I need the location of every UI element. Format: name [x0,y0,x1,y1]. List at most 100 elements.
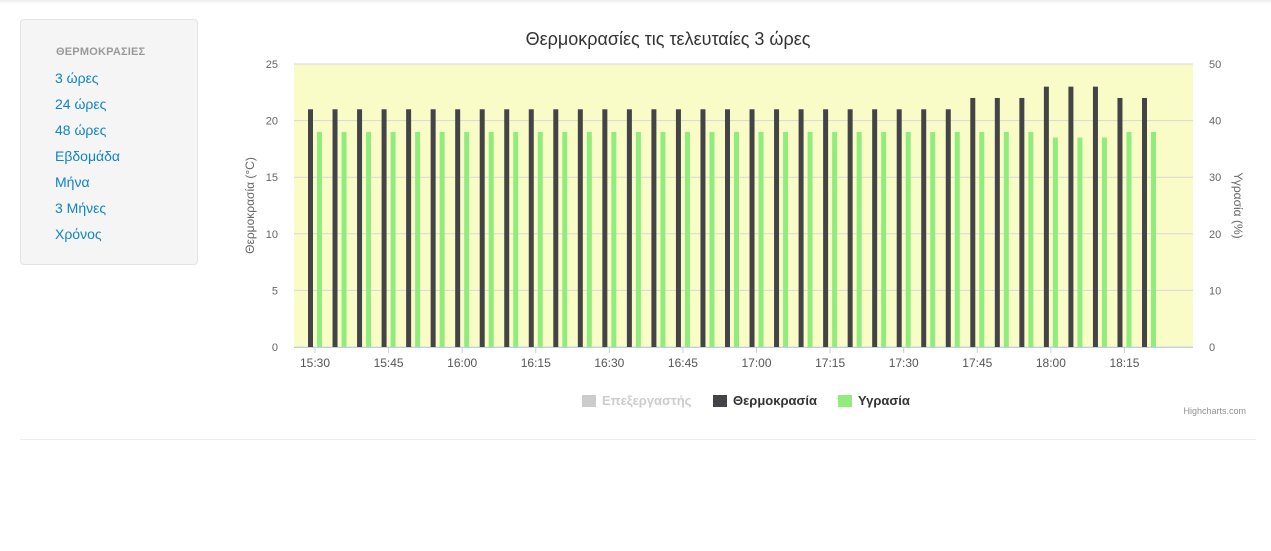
humidity-bar [390,131,396,347]
humidity-bar [415,131,421,347]
temperature-bar [577,109,583,347]
x-tick-label: 17:45 [962,356,992,370]
temperature-bar [749,109,755,347]
nav-list: 3 ώρες 24 ώρες 48 ώρες Εβδομάδα Μήνα 3 Μήνες Χ… [55,70,120,252]
humidity-bar [832,131,838,347]
temperature-bar [921,109,927,347]
nav-24-hours[interactable]: 24 ώρες [55,96,107,112]
y-left-axis-title: Θερμοκρασία (°C) [243,157,257,254]
humidity-bar [488,131,494,347]
y-right-axis-title: Υγρασία (%) [1231,172,1245,238]
nav-year[interactable]: Χρόνος [55,226,102,242]
humidity-bar [1101,137,1107,347]
temperature-bar [774,109,780,347]
temperature-bar [945,109,951,347]
legend-swatch [582,395,596,407]
x-tick-label: 18:15 [1109,356,1139,370]
x-tick-label: 16:15 [521,356,551,370]
temperature-bar [1043,86,1049,347]
legend-item: Επεξεργαστής [602,393,692,408]
humidity-bar [930,131,936,347]
humidity-bar [1126,131,1132,347]
temperature-bar [872,109,878,347]
temperature-bar [602,109,608,347]
humidity-bar [783,131,789,347]
temperature-bar [798,109,804,347]
y-left-tick-label: 0 [272,342,278,354]
humidity-bar [586,131,592,347]
temperature-bar [896,109,902,347]
temperature-bar [430,109,436,347]
temperature-bar [626,109,632,347]
nav-item: Εβδομάδα [55,148,120,174]
x-tick-label: 17:15 [815,356,845,370]
legend-item: Θερμοκρασία [733,393,817,408]
y-right-tick-label: 40 [1209,116,1221,128]
temperature-bar [724,109,730,347]
humidity-bar [1077,137,1083,347]
x-tick-label: 16:00 [447,356,477,370]
x-tick-label: 17:30 [889,356,919,370]
x-tick-label: 15:30 [300,356,330,370]
credits-link: Highcharts.com [1183,406,1246,416]
temperature-bar [479,109,485,347]
x-tick-label: 16:45 [668,356,698,370]
humidity-bar [635,131,641,347]
y-left-tick-label: 25 [266,59,278,71]
y-left-tick-label: 20 [266,116,278,128]
humidity-bar [733,131,739,347]
humidity-bar [317,131,322,347]
legend-swatch [713,395,727,407]
nav-item: 24 ώρες [55,96,120,122]
humidity-bar [366,131,372,347]
temperature-bar [455,109,461,347]
humidity-bar [1028,131,1034,347]
temperature-bar [504,109,510,347]
temperature-bar [651,109,657,347]
humidity-bar [979,131,985,347]
temperature-bar [553,109,559,347]
y-right-tick-label: 0 [1209,342,1215,354]
legend-swatch [838,395,852,407]
temperature-bar [700,109,706,347]
y-right-tick-label: 20 [1209,229,1221,241]
nav-48-hours[interactable]: 48 ώρες [55,122,107,138]
y-right-tick-label: 50 [1209,59,1221,71]
humidity-bar [1003,131,1009,347]
nav-month[interactable]: Μήνα [55,174,90,190]
humidity-bar [905,131,911,347]
temperature-bar [823,109,829,347]
nav-3-months[interactable]: 3 Μήνες [55,200,107,216]
plot-band [294,64,1193,347]
temperature-bar [1068,86,1074,347]
humidity-bar [1150,131,1156,347]
nav-item: 3 ώρες [55,70,120,96]
nav-week[interactable]: Εβδομάδα [55,148,121,164]
nav-item: 48 ώρες [55,122,120,148]
humidity-bar [856,131,862,347]
chart-svg: Θερμοκρασίες τις τελευταίες 3 ώρες 0 5 10 15… [243,29,1246,416]
humidity-bar [660,131,666,347]
humidity-bar [758,131,764,347]
humidity-bar [684,131,690,347]
nav-item: 3 Μήνες [55,200,120,226]
top-bar [0,0,1271,4]
humidity-bar [513,131,519,347]
humidity-bar [464,131,470,347]
temperature-bar [970,97,976,348]
x-tick-label: 17:00 [742,356,772,370]
humidity-bar [709,131,715,347]
humidity-bar [954,131,960,347]
y-left-tick-label: 10 [266,229,278,241]
chart-title: Θερμοκρασίες τις τελευταίες 3 ώρες [526,29,811,49]
humidity-bar [537,131,543,347]
nav-3-hours[interactable]: 3 ώρες [55,70,99,86]
temperature-bar [1141,97,1147,348]
humidity-bar [807,131,813,347]
temperature-chart: Θερμοκρασίες τις τελευταίες 3 ώρες 0 5 10 15… [240,20,1260,430]
temperature-bar [994,97,1000,348]
y-left-tick-label: 15 [266,172,278,184]
temperature-bar [381,109,387,347]
humidity-bar [562,131,568,347]
temperature-bar [1019,97,1025,348]
